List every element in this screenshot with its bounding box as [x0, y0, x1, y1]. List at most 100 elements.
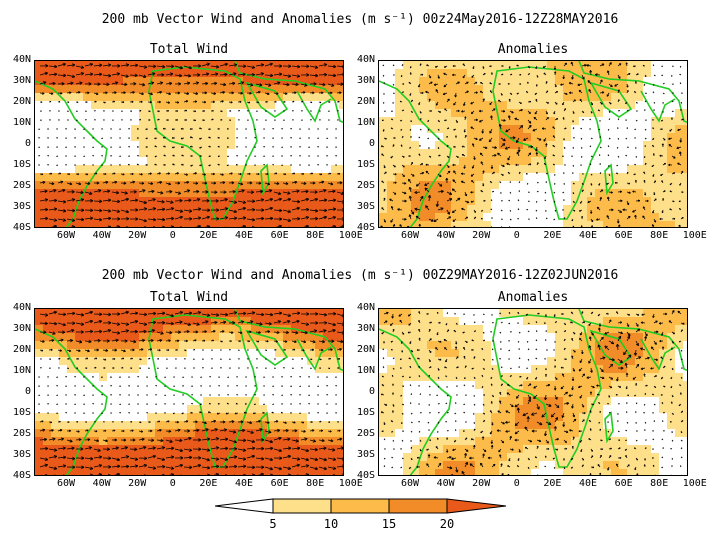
- shade-cell: [99, 333, 108, 342]
- wind-vector: [626, 200, 630, 206]
- shade-cell: [547, 93, 556, 102]
- wind-vector: [236, 385, 239, 387]
- wind-vector: [246, 181, 253, 185]
- shade-cell: [323, 181, 332, 190]
- shade-cell: [67, 189, 76, 198]
- shade-cell: [323, 333, 332, 342]
- shade-cell: [475, 397, 484, 406]
- wind-vector: [102, 91, 108, 95]
- wind-vector: [680, 109, 682, 112]
- wind-vector: [56, 394, 59, 397]
- shade-cell: [475, 357, 484, 366]
- shade-cell: [491, 205, 500, 214]
- shade-cell: [467, 61, 476, 70]
- wind-vector: [391, 110, 394, 112]
- wind-vector: [209, 394, 212, 396]
- shade-cell: [419, 357, 428, 366]
- shade-cell: [579, 165, 588, 174]
- shade-cell: [51, 469, 60, 475]
- shade-cell: [211, 437, 220, 446]
- shade-cell: [331, 197, 340, 206]
- wind-vector: [291, 340, 297, 344]
- wind-vector: [102, 348, 109, 352]
- wind-vector: [84, 456, 94, 461]
- shade-cell: [459, 341, 468, 350]
- shade-cell: [659, 389, 668, 398]
- shade-cell: [379, 397, 388, 406]
- shade-cell: [267, 197, 276, 206]
- shade-cell: [179, 381, 188, 390]
- shade-cell: [203, 157, 212, 166]
- shade-cell: [571, 333, 580, 342]
- shade-cell: [499, 325, 508, 334]
- shade-cell: [299, 421, 308, 430]
- shade-cell: [139, 453, 148, 462]
- shade-cell: [147, 469, 156, 475]
- shade-cell: [403, 373, 412, 382]
- shade-cell: [323, 77, 332, 86]
- shade-cell: [91, 109, 100, 118]
- wind-vector: [290, 412, 293, 414]
- wind-vector: [146, 403, 149, 405]
- shade-cell: [323, 421, 332, 430]
- shade-cell: [259, 149, 268, 158]
- shade-cell: [459, 173, 468, 182]
- shade-cell: [91, 397, 100, 406]
- shade-cell: [227, 109, 236, 118]
- shade-cell: [67, 453, 76, 462]
- wind-vector: [70, 225, 76, 227]
- wind-vector: [174, 109, 179, 113]
- shade-cell: [99, 349, 108, 358]
- shade-cell: [251, 309, 260, 318]
- wind-vector: [399, 224, 402, 227]
- shade-cell: [323, 453, 332, 462]
- wind-vector: [101, 164, 104, 166]
- shade-cell: [235, 117, 244, 126]
- wind-vector: [83, 376, 86, 378]
- shade-cell: [307, 149, 316, 158]
- shade-cell: [651, 221, 660, 227]
- shade-cell: [123, 149, 132, 158]
- shade-cell: [211, 469, 220, 475]
- wind-vector: [652, 137, 655, 141]
- shade-cell: [571, 125, 580, 134]
- wind-vector: [409, 72, 412, 76]
- shade-cell: [563, 309, 572, 318]
- shade-cell: [299, 157, 308, 166]
- shade-cell: [419, 349, 428, 358]
- wind-vector: [110, 385, 113, 387]
- shade-cell: [123, 165, 132, 174]
- wind-vector: [156, 457, 166, 462]
- shade-cell: [267, 141, 276, 150]
- shade-cell: [59, 397, 68, 406]
- shade-cell: [539, 181, 548, 190]
- shade-cell: [635, 173, 644, 182]
- wind-vector: [596, 218, 601, 221]
- shade-cell: [91, 85, 100, 94]
- shade-cell: [267, 109, 276, 118]
- shade-cell: [155, 85, 164, 94]
- wind-vector: [234, 474, 236, 475]
- wind-vector: [246, 446, 256, 451]
- shade-cell: [243, 341, 252, 350]
- shade-cell: [123, 333, 132, 342]
- shade-cell: [555, 205, 564, 214]
- shade-cell: [563, 397, 572, 406]
- shade-cell: [83, 469, 92, 475]
- shade-cell: [59, 205, 68, 214]
- wind-vector: [39, 207, 49, 212]
- shade-cell: [451, 405, 460, 414]
- shade-cell: [419, 397, 428, 406]
- wind-vector: [129, 438, 136, 442]
- shade-cell: [307, 429, 316, 438]
- wind-vector: [544, 155, 547, 160]
- shade-cell: [227, 365, 236, 374]
- wind-vector: [138, 218, 147, 223]
- shade-cell: [571, 349, 580, 358]
- wind-vector: [57, 172, 62, 175]
- shade-cell: [467, 309, 476, 318]
- shade-cell: [147, 309, 156, 318]
- shade-cell: [259, 77, 268, 86]
- shade-cell: [155, 181, 164, 190]
- shade-cell: [563, 341, 572, 350]
